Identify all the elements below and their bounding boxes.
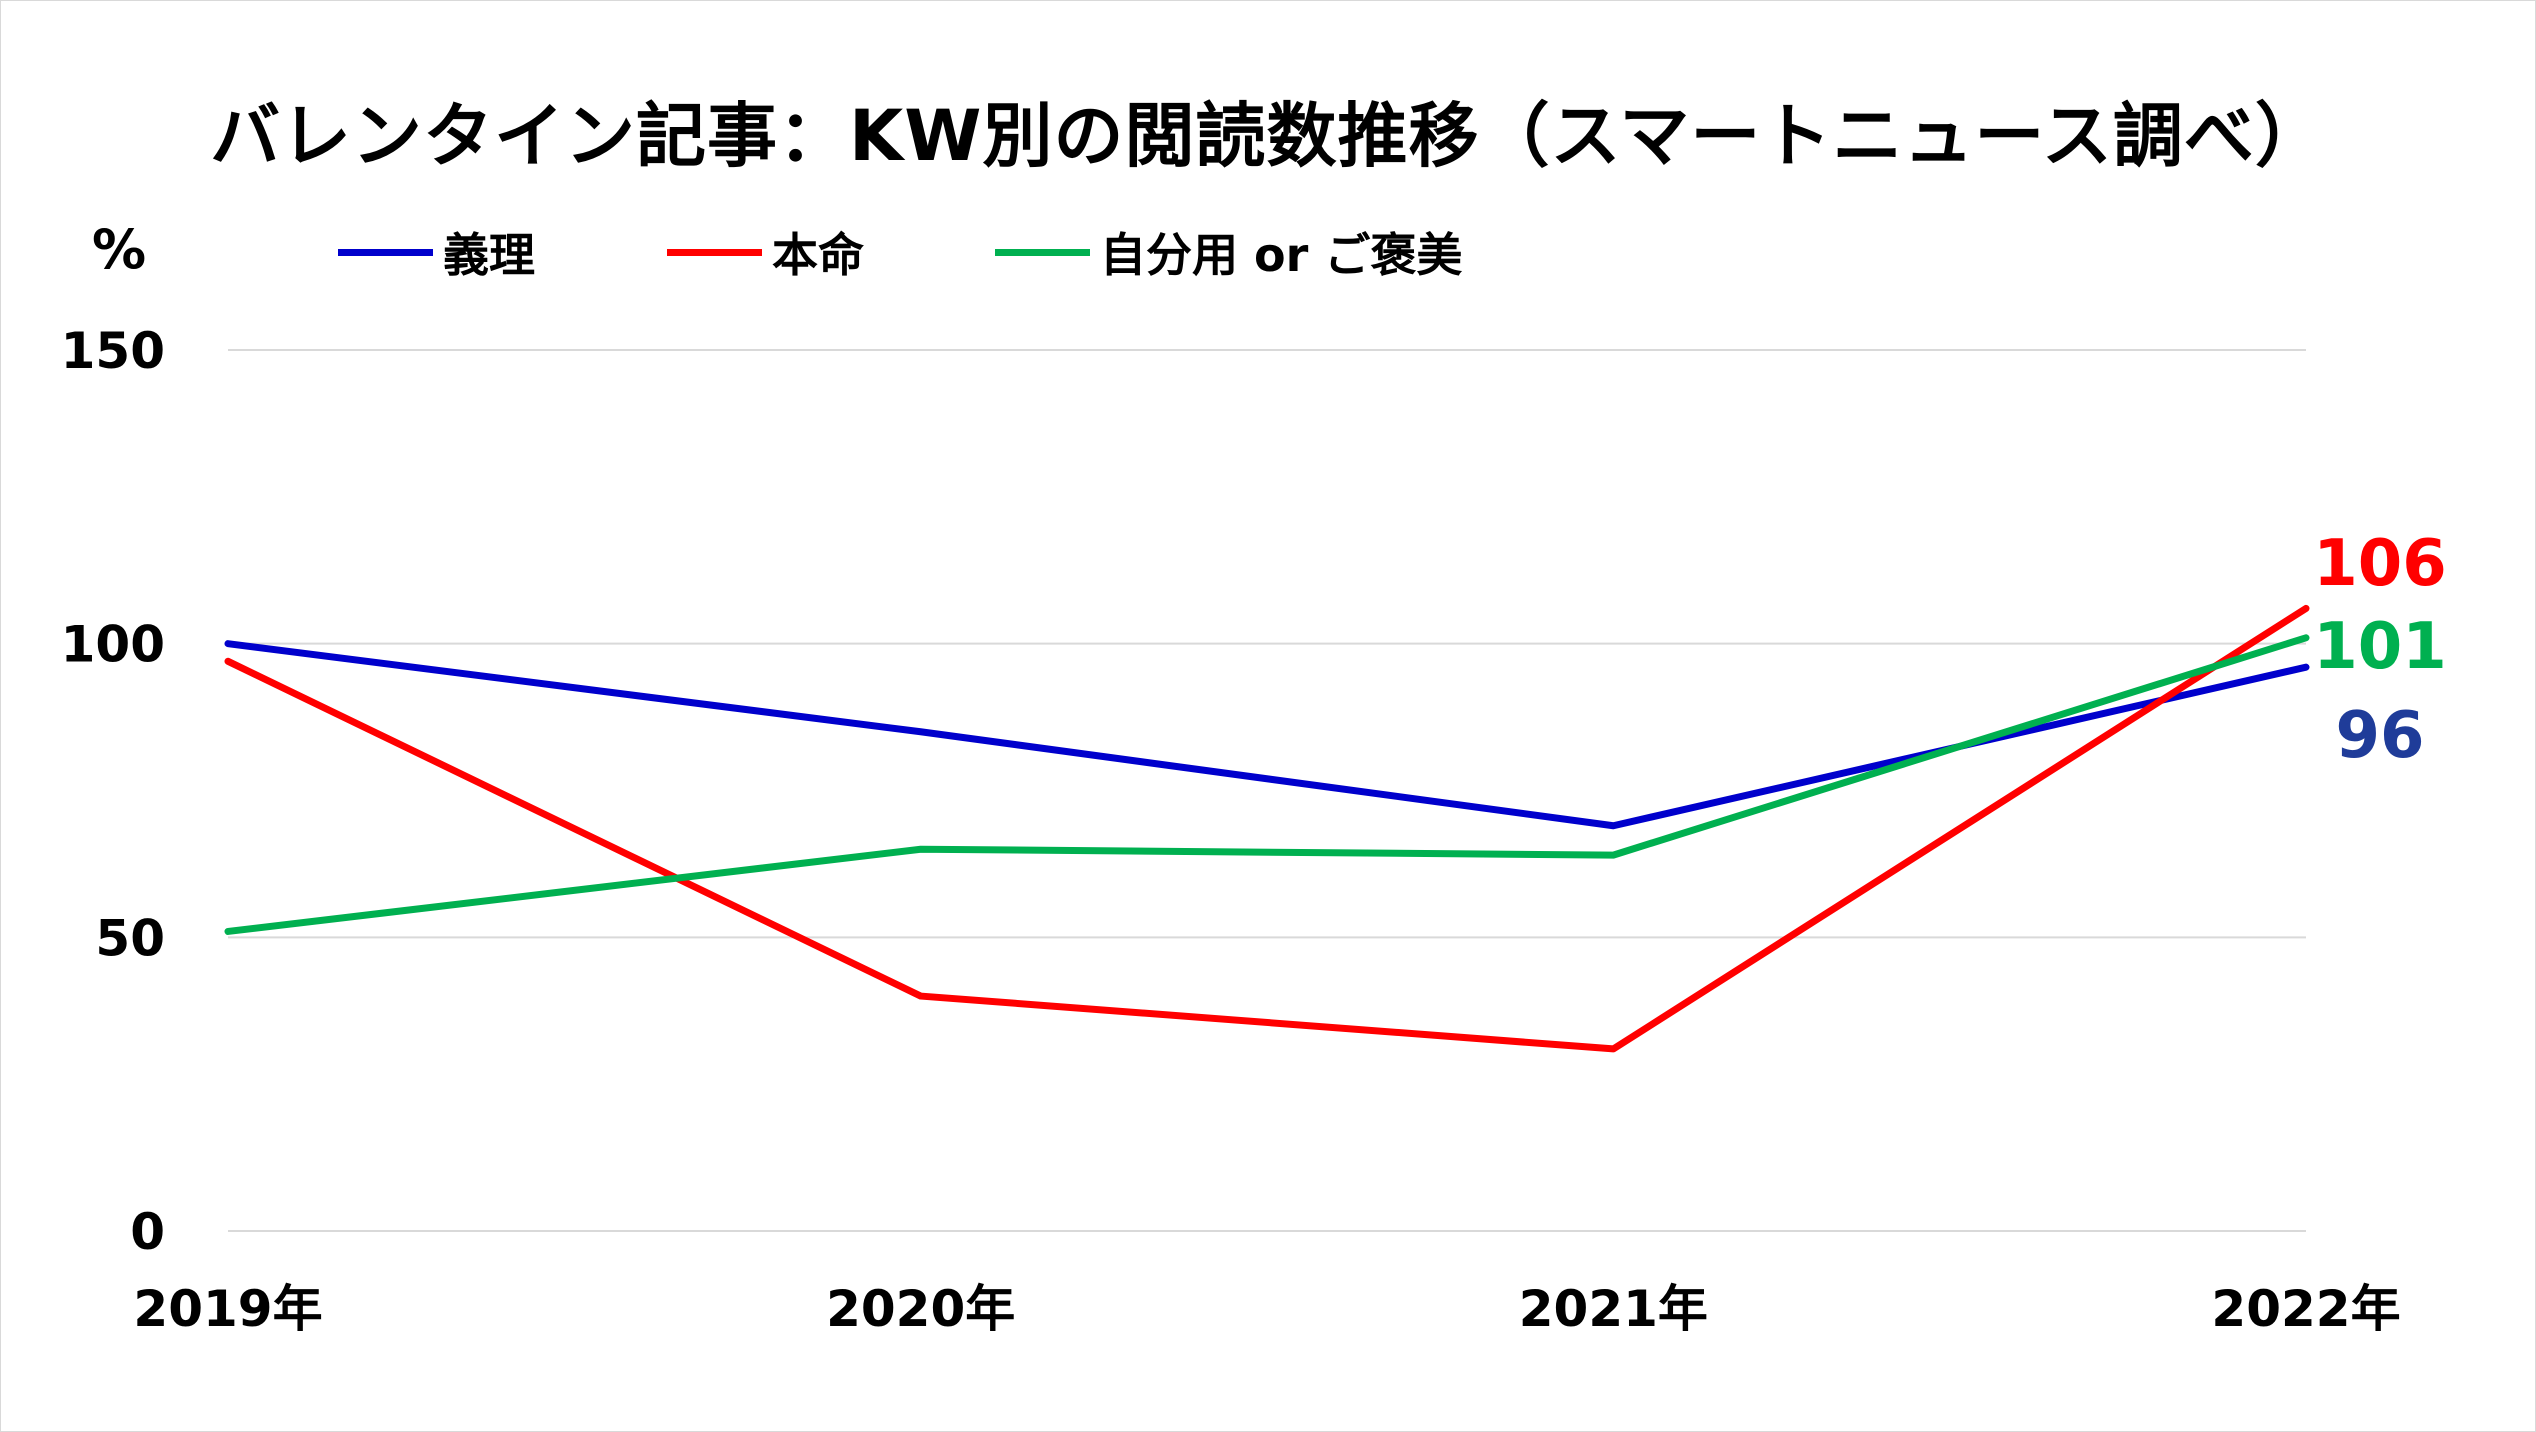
legend-label-honmei: 本命 (772, 228, 864, 282)
legend-swatch-giri (338, 248, 433, 256)
legend-item-honmei: 本命 (667, 222, 864, 282)
legend-label-jibunyou: 自分用 or ご褒美 (1100, 228, 1463, 282)
x-tick-label-1: 2020年 (826, 1280, 1015, 1338)
end-value-label-giri: 96 (2335, 699, 2424, 773)
legend-label-giri: 義理 (443, 228, 535, 282)
x-tick-label-2: 2021年 (1519, 1280, 1708, 1338)
x-tick-label-3: 2022年 (2211, 1280, 2400, 1338)
legend-item-giri: 義理 (338, 222, 535, 282)
x-tick-label-0: 2019年 (133, 1280, 322, 1338)
y-tick-label-100: 100 (61, 616, 165, 674)
y-tick-label-50: 50 (95, 909, 165, 967)
y-tick-label-0: 0 (130, 1203, 165, 1261)
legend-swatch-jibunyou (995, 248, 1090, 256)
legend-swatch-honmei (667, 248, 762, 256)
y-axis-unit-label: % (92, 218, 147, 281)
y-tick-label-150: 150 (61, 322, 165, 380)
end-value-label-honmei: 106 (2313, 527, 2447, 601)
chart-title: バレンタイン記事：KW別の閲読数推移（スマートニュース調べ） (210, 95, 2326, 177)
end-value-label-jibunyou: 101 (2313, 610, 2447, 684)
legend-item-jibunyou: 自分用 or ご褒美 (995, 222, 1462, 282)
series-line-honmei (224, 604, 2310, 1053)
series-line-jibunyou (224, 634, 2310, 935)
